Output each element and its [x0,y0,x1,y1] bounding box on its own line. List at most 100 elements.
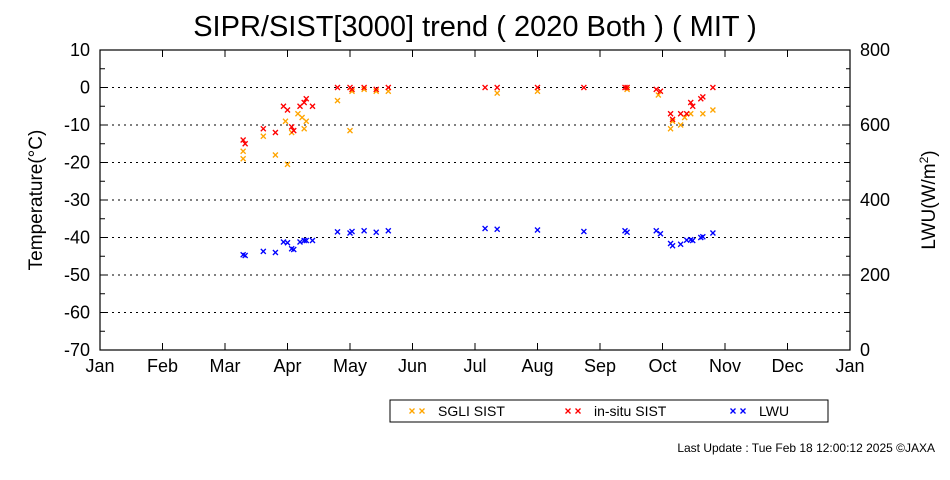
point-lwu [657,230,664,237]
x-tick-label: Jan [835,356,864,376]
point-lwu [624,229,631,236]
x-tick-label: Mar [210,356,241,376]
point-in-situ-sist [373,86,380,93]
point-in-situ-sist [309,103,316,110]
point-sgli-sist [699,110,706,117]
legend-item-in-situ-sist: in-situ SIST [565,403,667,419]
point-lwu [689,237,696,244]
left-tick-label: -50 [64,265,90,285]
point-in-situ-sist [301,99,308,106]
legend-marker [419,408,425,414]
point-in-situ-sist [667,110,674,117]
x-tick-label: Nov [709,356,741,376]
point-lwu [482,225,489,232]
point-in-situ-sist [689,103,696,110]
point-sgli-sist [655,92,662,98]
point-sgli-sist [347,127,353,134]
x-tick-label: May [333,356,367,376]
point-lwu [290,246,297,253]
left-tick-label: -20 [64,153,90,173]
point-lwu [580,228,587,235]
point-sgli-sist [669,118,676,125]
point-in-situ-sist [385,84,392,91]
grid-lines [100,87,850,313]
series-lwu [240,225,716,259]
point-sgli-sist [260,133,267,140]
point-in-situ-sist [288,123,295,130]
point-lwu [260,248,267,255]
point-in-situ-sist [677,110,684,117]
point-lwu [361,227,368,234]
x-tick-label: Jan [85,356,114,376]
legend-label: SGLI SIST [438,403,505,419]
point-sgli-sist [301,125,308,132]
point-lwu [309,237,316,244]
series-sgli-sist [240,86,716,168]
x-tick-label: Apr [273,356,301,376]
point-sgli-sist [373,88,380,95]
x-tick-labels: Jan Feb Mar Apr May Jun Jul Aug Sep Oct Nov Dec Jan [85,356,864,376]
point-in-situ-sist [669,116,676,123]
left-tick-label: -70 [64,340,90,360]
point-in-situ-sist [240,137,247,143]
x-tick-label: Aug [521,356,553,376]
point-sgli-sist [709,107,716,113]
point-sgli-sist [667,125,674,132]
legend: SGLI SIST in-situ SIST LWU [389,399,829,423]
left-tick-label: 10 [70,40,90,60]
point-in-situ-sist [494,84,501,91]
point-sgli-sist [272,152,279,158]
point-in-situ-sist [534,84,541,91]
point-in-situ-sist [260,125,267,132]
y-axis-left-title: Temperature(°C) [26,130,47,271]
point-lwu [699,233,706,240]
point-sgli-sist [334,97,341,104]
point-lwu [534,227,541,233]
point-lwu [284,239,291,246]
legend-box [389,399,829,423]
point-sgli-sist [240,148,247,155]
right-tick-label: 400 [860,190,890,210]
right-y-tick-labels: 800 600 400 200 0 [860,40,890,360]
point-sgli-sist [240,155,247,162]
x-tick-label: Feb [147,356,178,376]
x-tick-label: Oct [648,356,676,376]
left-y-tick-labels: 10 0 -10 -20 -30 -40 -50 -60 -70 [64,40,90,360]
left-tick-label: -60 [64,303,90,323]
point-in-situ-sist [687,99,694,106]
point-in-situ-sist [334,84,341,91]
point-sgli-sist [677,122,684,128]
point-lwu [272,249,279,256]
point-in-situ-sist [683,110,690,117]
legend-item-lwu: LWU [730,403,789,419]
legend-label: LWU [759,403,789,419]
legend-label: in-situ SIST [594,403,667,419]
y-axis-right-title: LWU(W/m2) [917,150,940,249]
legend-marker [740,408,746,414]
left-tick-label: -30 [64,190,90,210]
point-lwu [669,242,676,249]
point-lwu [242,252,249,259]
point-sgli-sist [361,86,368,93]
left-tick-label: 0 [80,78,90,98]
point-in-situ-sist [653,86,660,93]
series-in-situ-sist [240,84,716,147]
point-lwu [301,237,308,244]
point-in-situ-sist [657,88,664,95]
point-lwu [303,237,310,244]
point-in-situ-sist [272,129,279,136]
point-in-situ-sist [482,84,489,91]
point-sgli-sist [282,118,289,125]
legend-marker [565,408,571,414]
legend-item-sgli-sist: SGLI SIST [409,403,505,419]
point-lwu [334,228,341,235]
point-lwu [709,230,716,236]
right-tick-label: 600 [860,115,890,135]
point-lwu [349,228,355,235]
x-tick-label: Sep [584,356,616,376]
right-tick-label: 0 [860,340,870,360]
x-tick-label: Jul [463,356,486,376]
point-lwu [385,227,392,234]
point-lwu [297,239,303,245]
